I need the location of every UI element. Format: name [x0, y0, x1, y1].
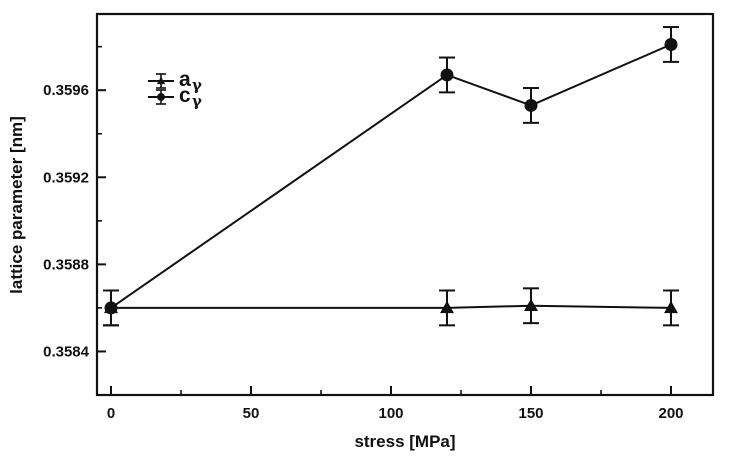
x-tick-label: 0: [107, 405, 115, 422]
x-axis-title: stress [MPa]: [354, 432, 455, 451]
y-tick-label: 0.3584: [43, 343, 90, 360]
legend-label-c: c: [179, 84, 191, 107]
series-a: [103, 287, 679, 327]
legend-subscript-a: γ: [192, 76, 202, 94]
x-axis: 0 50 100 150 200: [107, 386, 684, 422]
y-tick-label: 0.3596: [43, 82, 89, 99]
data-point-c: [524, 98, 538, 112]
y-axis: 0.3584 0.3588 0.3592 0.3596: [43, 45, 106, 396]
legend-label-a: a: [179, 68, 191, 91]
series-c: [103, 26, 679, 327]
legend-subscript-c: γ: [192, 92, 202, 110]
x-tick-label: 50: [243, 405, 260, 422]
y-tick-label: 0.3588: [43, 256, 89, 273]
legend-marker-c: [157, 93, 165, 101]
legend: a γc γ: [148, 68, 202, 110]
data-point-c: [440, 68, 454, 82]
y-axis-title: lattice parameter [nm]: [7, 116, 26, 294]
legend-marker-a: [156, 76, 166, 85]
data-point-a: [524, 298, 538, 311]
x-tick-label: 200: [658, 405, 683, 422]
data-point-a: [440, 300, 454, 314]
data-point-a: [664, 300, 678, 314]
x-tick-label: 100: [378, 405, 403, 422]
series-line-a: [111, 304, 672, 309]
data-point-c: [664, 37, 678, 51]
series-line-c: [110, 43, 672, 309]
y-tick-label: 0.3592: [43, 169, 89, 186]
series-layer: [103, 26, 679, 327]
data-point-c: [104, 301, 118, 315]
x-tick-label: 150: [518, 405, 543, 422]
plot-frame: [95, 12, 715, 397]
